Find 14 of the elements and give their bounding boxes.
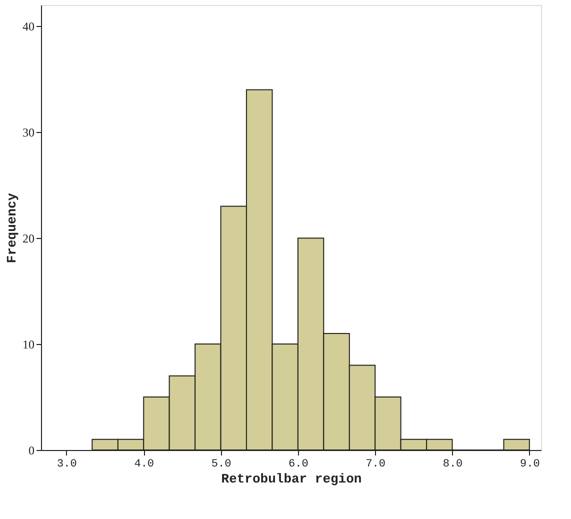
x-tick-label: 3.0 [57,458,77,470]
x-tick-label: 7.0 [366,458,386,470]
y-tick-label: 30 [22,126,34,140]
y-tick-label: 0 [28,444,34,458]
x-tick-label: 8.0 [442,458,463,470]
x-tick-label: 4.0 [134,458,154,470]
x-axis-title: Retrobulbar region [221,472,362,486]
y-tick-label: 20 [22,232,34,246]
x-tick-label: 6.0 [288,458,308,470]
y-axis-title: Frequency [4,192,20,264]
x-tick-label: 9.0 [520,458,540,470]
x-tick-label: 5.0 [211,458,232,470]
y-tick-label: 10 [22,338,34,352]
y-tick-label: 40 [22,20,34,34]
